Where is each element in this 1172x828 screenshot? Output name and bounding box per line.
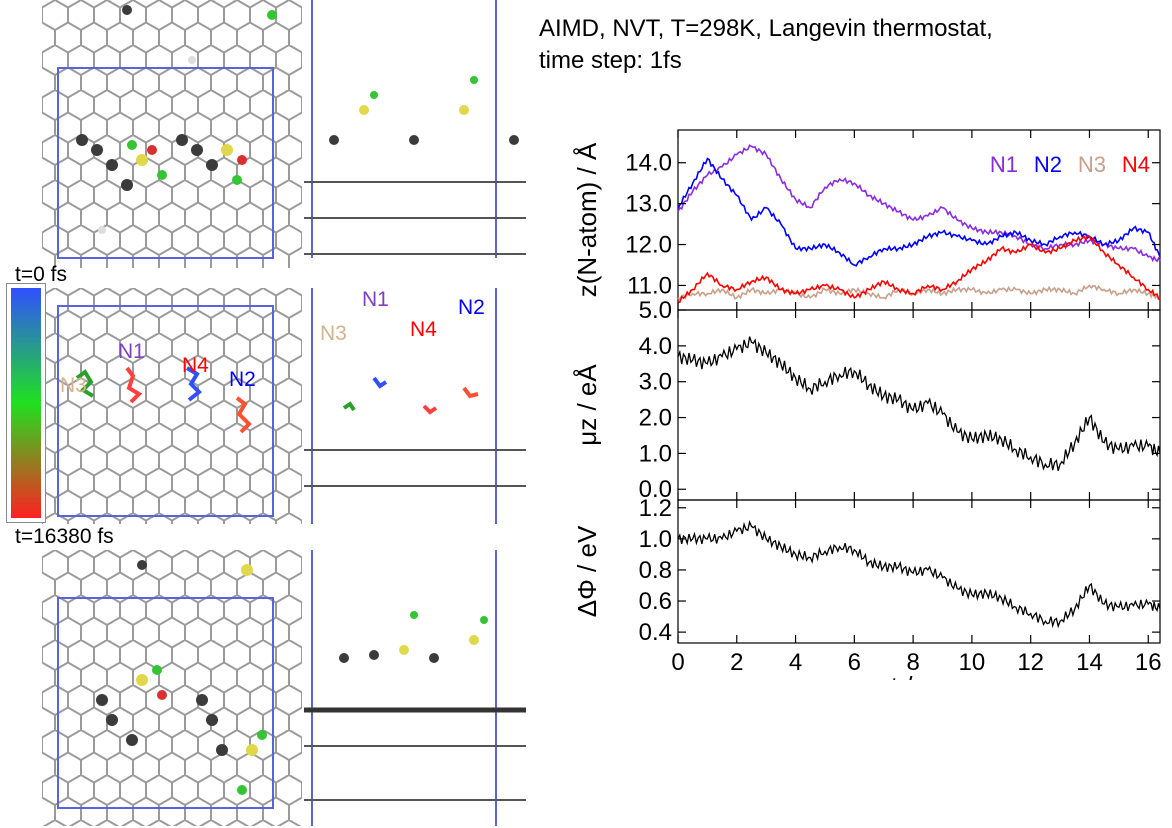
label-n3: N3 xyxy=(60,374,87,397)
y-tick-label: 1.2 xyxy=(639,495,672,522)
colorbar-top-label: t=0 fs xyxy=(15,263,67,286)
series-line-n1 xyxy=(677,144,1161,263)
label-n4: N4 xyxy=(182,354,209,377)
y-tick-label: 1.0 xyxy=(639,526,672,553)
y-axis-label: ΔΦ / eV xyxy=(572,525,602,617)
y-axis-label: μz / eÅ xyxy=(572,364,602,446)
chart-dipole-mu-z: 0.0 1.0 2.0 3.0 4.0 5.0 μz / eÅ xyxy=(572,297,1161,503)
side-view-initial-drawing xyxy=(304,0,526,258)
legend-entry-n3: N3 xyxy=(1078,152,1106,177)
graphene-lattice-final xyxy=(42,550,302,826)
series-line-n2 xyxy=(677,157,1161,267)
stacked-time-series-charts: 11.0 12.0 13.0 14.0 z(N-atom) / Å N4 N3 N2 N1 0.… xyxy=(572,129,1162,680)
trajectory-traces xyxy=(75,366,252,434)
series-line-trace xyxy=(677,336,1161,471)
x-tick-label: 10 xyxy=(959,649,986,676)
y-tick-label: 4.0 xyxy=(639,333,672,360)
side-label-n2: N2 xyxy=(458,296,485,319)
colorbar-bottom-label: t=16380 fs xyxy=(15,525,114,548)
time-colorbar xyxy=(6,283,46,523)
chart-work-function-change: 0.4 0.6 0.8 1.0 1.2 0 2 4 6 8 10 12 14 16 ΔΦ / eV t / p… xyxy=(572,495,1162,680)
side-label-n4: N4 xyxy=(410,318,437,341)
y-tick-label: 14.0 xyxy=(625,150,672,177)
x-tick-label: 6 xyxy=(848,649,861,676)
side-view-trajectory-drawing xyxy=(304,288,526,524)
x-tick-label: 12 xyxy=(1017,649,1044,676)
molecule-cluster-initial xyxy=(76,5,277,234)
x-tick-label: 4 xyxy=(789,649,802,676)
graphene-lattice-initial xyxy=(42,0,302,268)
figure-title: AIMD, NVT, T=298K, Langevin thermostat, … xyxy=(539,13,993,77)
x-tick-label: 16 xyxy=(1135,649,1162,676)
y-tick-label: 2.0 xyxy=(639,405,672,432)
x-tick-label: 0 xyxy=(671,649,684,676)
side-view-final-drawing xyxy=(304,550,526,826)
legend-entry-n2: N2 xyxy=(1034,152,1062,177)
label-n2: N2 xyxy=(229,368,256,391)
series-line-n3 xyxy=(677,284,1161,301)
x-tick-label: 8 xyxy=(906,649,919,676)
snapshot-side-view-initial xyxy=(304,0,526,258)
side-label-n3: N3 xyxy=(320,322,347,345)
snapshot-side-view-trajectory: N3 N1 N4 N2 xyxy=(304,288,526,524)
side-label-n1: N1 xyxy=(362,288,389,311)
snapshot-top-view-final xyxy=(42,550,302,826)
chart-z-n-atom: 11.0 12.0 13.0 14.0 z(N-atom) / Å N4 N3 N2 N1 xyxy=(572,129,1161,311)
y-tick-label: 1.0 xyxy=(639,440,672,467)
legend-entry-n4: N4 xyxy=(1122,152,1150,177)
y-tick-label: 0.6 xyxy=(639,588,672,615)
x-axis-label: t / ps xyxy=(891,671,947,680)
snapshot-side-view-final xyxy=(304,550,526,826)
y-tick-label: 0.8 xyxy=(639,557,672,584)
y-tick-label: 5.0 xyxy=(639,297,672,324)
colorbar-gradient xyxy=(11,288,41,518)
y-tick-label: 12.0 xyxy=(625,232,672,259)
title-line-2: time step: 1fs xyxy=(539,47,682,74)
y-axis-label: z(N-atom) / Å xyxy=(572,142,602,297)
label-n1: N1 xyxy=(118,340,145,363)
snapshot-top-view-trajectory: N1 N4 N2 N3 xyxy=(42,288,302,524)
legend-entry-n1: N1 xyxy=(990,152,1018,177)
x-tick-label: 14 xyxy=(1076,649,1103,676)
title-line-1: AIMD, NVT, T=298K, Langevin thermostat, xyxy=(539,15,993,42)
graphene-lattice-trajectory xyxy=(42,288,302,524)
molecule-cluster-final xyxy=(96,560,267,795)
snapshot-top-view-initial xyxy=(42,0,302,268)
x-tick-label: 2 xyxy=(730,649,743,676)
y-tick-label: 3.0 xyxy=(639,369,672,396)
y-tick-label: 0.0 xyxy=(639,476,672,503)
series-line-trace xyxy=(677,520,1161,629)
y-tick-label: 13.0 xyxy=(625,191,672,218)
y-tick-label: 11.0 xyxy=(627,272,672,299)
plot-frame xyxy=(677,499,1161,644)
series-line-n4 xyxy=(677,234,1161,303)
y-tick-label: 0.4 xyxy=(639,619,672,646)
